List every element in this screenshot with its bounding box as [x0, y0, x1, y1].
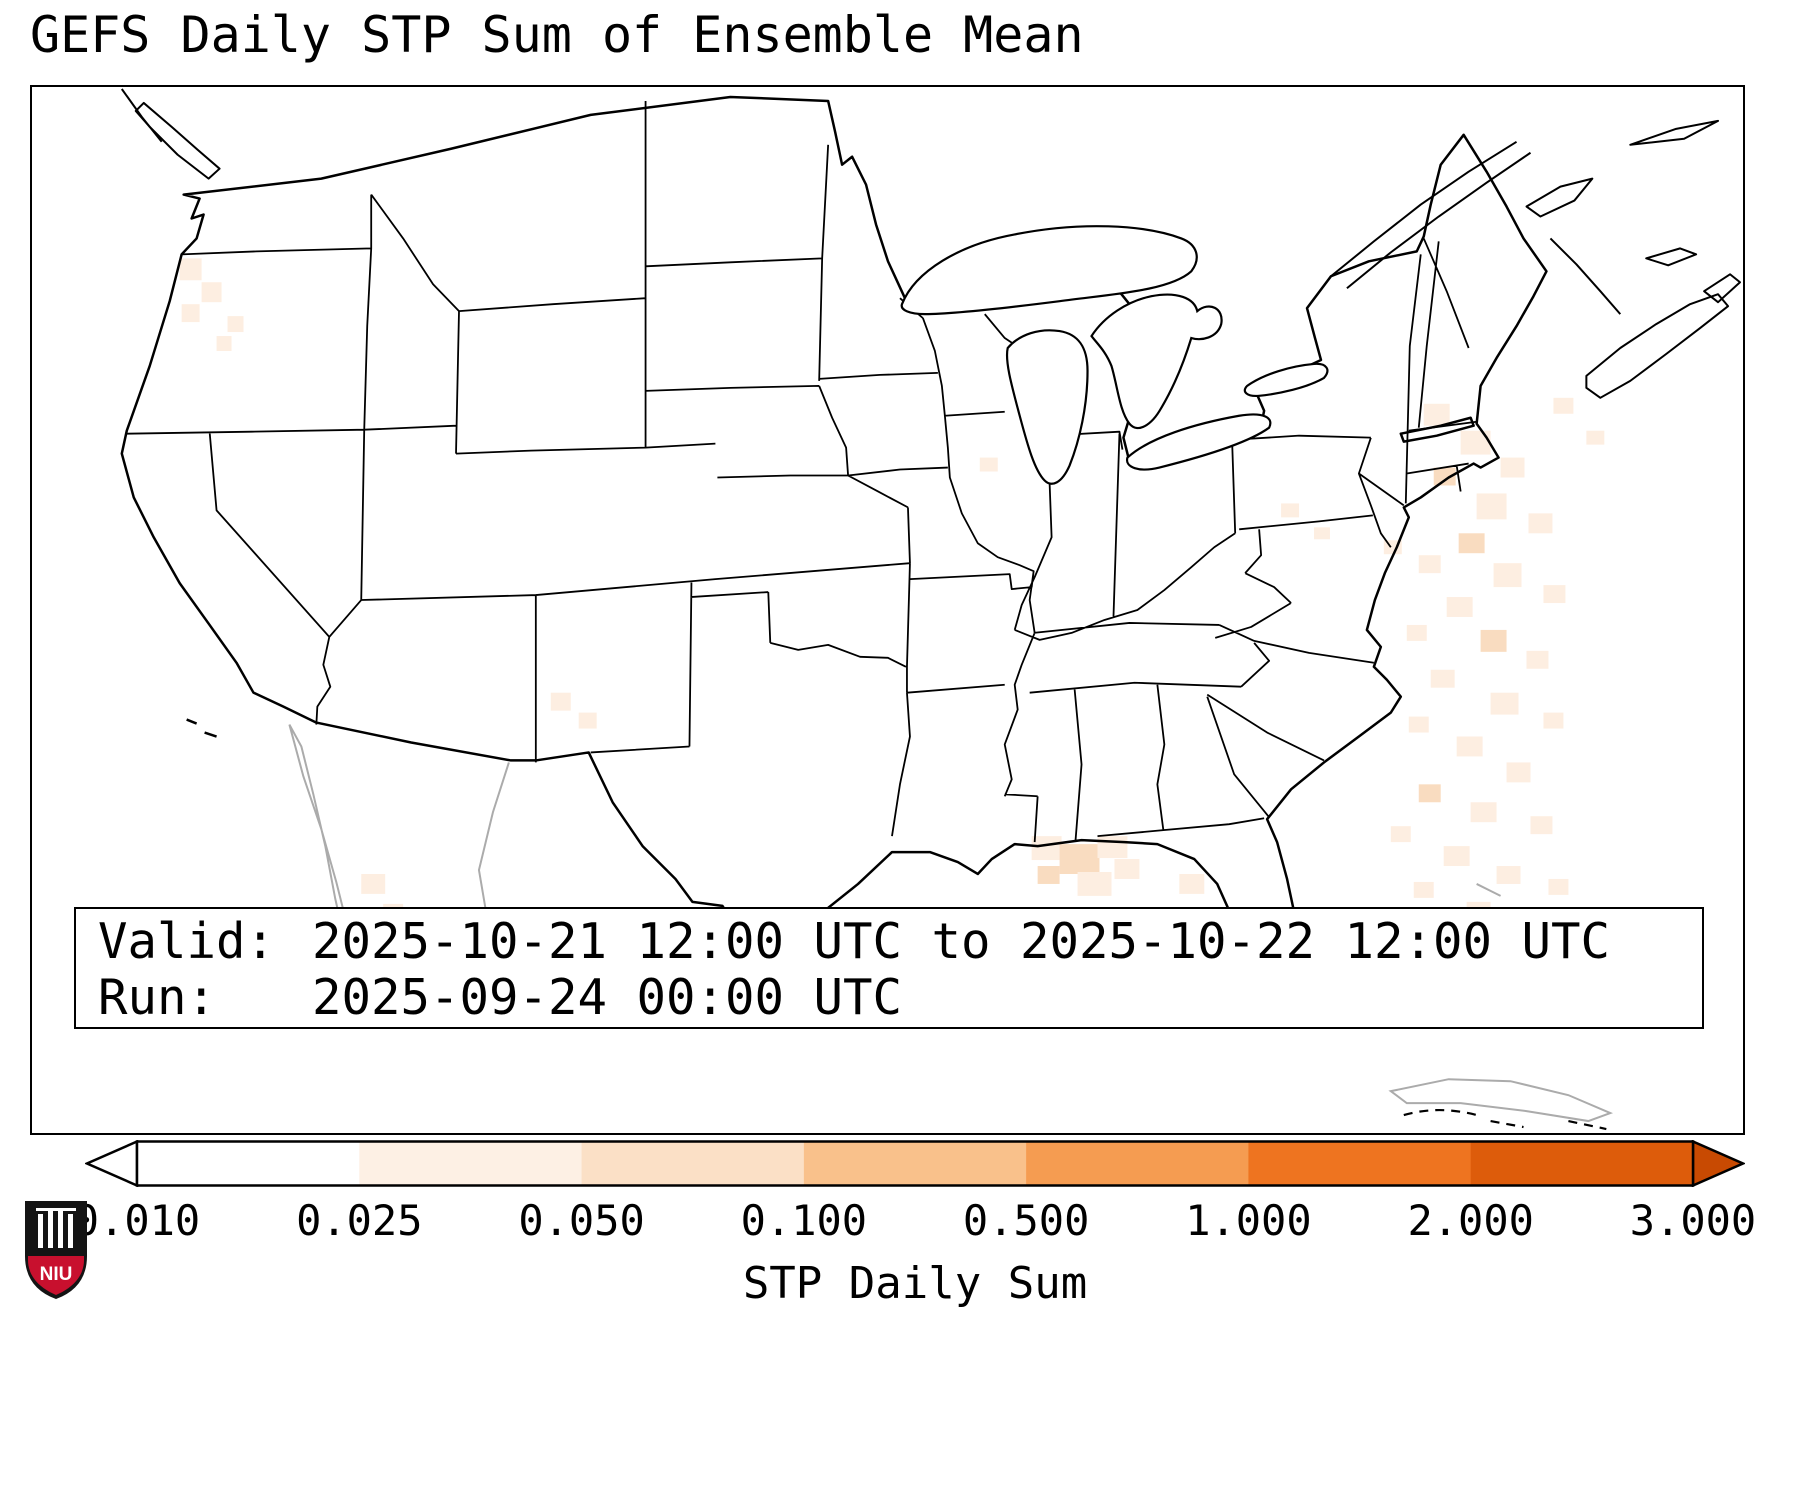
colorbar-under-arrow	[83, 1139, 139, 1188]
colorbar-tick-label: 0.025	[296, 1196, 423, 1245]
map-frame: Valid: 2025-10-21 12:00 UTC to 2025-10-2…	[30, 85, 1745, 1135]
colorbar-tick-label: 2.000	[1407, 1196, 1534, 1245]
colorbar-tick-label: 1.000	[1185, 1196, 1312, 1245]
colorbar-tick-label: 0.100	[740, 1196, 868, 1245]
colorbar-segment	[1026, 1141, 1250, 1186]
valid-label: Valid:	[98, 913, 276, 970]
great-lakes	[900, 225, 1329, 485]
colorbar-label: STP Daily Sum	[742, 1258, 1088, 1309]
run-value: 2025-09-24 00:00 UTC	[312, 969, 903, 1026]
us-map	[120, 88, 1742, 1131]
valid-value: 2025-10-21 12:00 UTC to 2025-10-22 12:00…	[312, 913, 1611, 970]
colorbar-segment	[137, 1141, 360, 1186]
colorbar-segment	[359, 1141, 583, 1186]
colorbar-svg	[83, 1139, 1747, 1188]
colorbar-segment	[1470, 1141, 1694, 1186]
colorbar	[83, 1139, 1747, 1188]
stp-patches	[179, 258, 1605, 968]
dashed-coast	[1403, 1109, 1607, 1131]
niu-logo: NIU	[24, 1200, 88, 1300]
canada-coastlines	[120, 88, 1742, 399]
colorbar-tick-label: 0.050	[518, 1196, 645, 1245]
run-label: Run:	[98, 969, 217, 1026]
chart-title: GEFS Daily STP Sum of Ensemble Mean	[30, 6, 1084, 64]
info-box: Valid: 2025-10-21 12:00 UTC to 2025-10-2…	[74, 907, 1704, 1029]
colorbar-tick-label: 0.010	[73, 1196, 201, 1245]
colorbar-over-arrow	[1691, 1139, 1747, 1188]
state-borders	[126, 100, 1477, 843]
colorbar-frame	[135, 1140, 1695, 1187]
niu-shield-icon: NIU	[25, 1201, 87, 1300]
colorbar-segment	[1248, 1141, 1472, 1186]
colorbar-ticks: 0.010 0.025 0.050 0.100 0.500 1.000 2.000 3.000	[74, 1196, 1756, 1250]
niu-logo-text: NIU	[40, 1264, 73, 1285]
colorbar-segment	[581, 1141, 805, 1186]
colorbar-tick-label: 0.500	[962, 1196, 1090, 1245]
colorbar-tick-label: 3.000	[1629, 1196, 1757, 1245]
colorbar-segment	[803, 1141, 1027, 1186]
info-grid: Valid: 2025-10-21 12:00 UTC to 2025-10-2…	[98, 914, 1680, 1026]
